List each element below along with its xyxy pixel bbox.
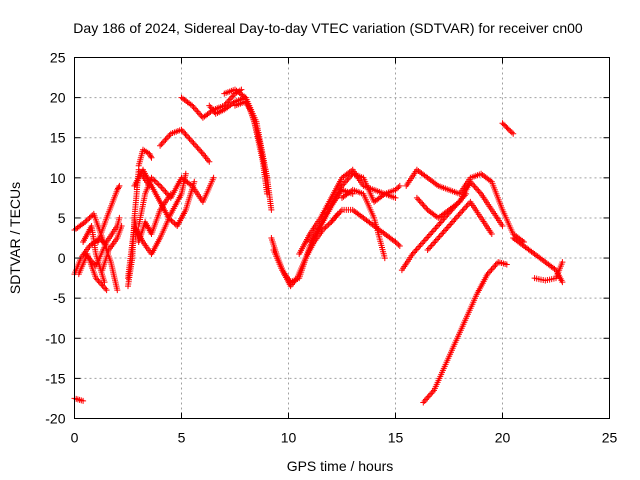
x-axis-label: GPS time / hours xyxy=(287,458,394,474)
plus-markers xyxy=(99,223,125,274)
plus-markers xyxy=(424,198,495,253)
plus-markers xyxy=(339,186,388,262)
data-points xyxy=(71,86,566,406)
series-arc-32 xyxy=(510,235,566,286)
y-axis-label: SDTVAR / TECUs xyxy=(7,182,23,294)
tick-labels: 0 5 10 15 20 25 -20 -15 -10 -5 0 5 10 15 20 25 xyxy=(45,50,617,446)
y-tick-label: -20 xyxy=(45,411,65,427)
grid-lines xyxy=(74,57,610,419)
plus-markers xyxy=(206,94,275,213)
series-arc-19 xyxy=(232,98,271,181)
plot-frame xyxy=(74,57,610,419)
plus-markers xyxy=(413,178,506,229)
x-tick-label: 5 xyxy=(178,430,186,446)
y-tick-label: 0 xyxy=(58,250,66,266)
x-tick-label: 25 xyxy=(602,430,618,446)
x-tick-label: 20 xyxy=(495,430,511,446)
series-arc-20 xyxy=(268,210,341,290)
x-tick-label: 15 xyxy=(388,430,404,446)
series-arc-07 xyxy=(95,182,123,245)
plus-markers xyxy=(531,259,566,284)
axis-ticks xyxy=(74,57,610,419)
plus-markers xyxy=(157,126,213,165)
series-arc-01 xyxy=(71,395,87,404)
plus-markers xyxy=(131,190,174,245)
plus-markers xyxy=(306,170,399,245)
series-arc-24 xyxy=(328,206,403,249)
y-tick-label: 20 xyxy=(50,90,66,106)
y-tick-label: 25 xyxy=(50,50,66,66)
y-tick-label: 10 xyxy=(50,170,66,186)
plus-markers xyxy=(135,146,155,169)
series-arc-29 xyxy=(424,198,495,253)
chart-title: Day 186 of 2024, Sidereal Day-to-day VTE… xyxy=(73,20,583,36)
series-arc-33 xyxy=(531,259,566,284)
series-arc-28 xyxy=(413,178,506,229)
series-arc-31 xyxy=(499,120,517,137)
series-arc-25 xyxy=(339,186,388,262)
series-arc-15 xyxy=(157,126,213,165)
series-arc-14 xyxy=(135,146,155,169)
y-tick-label: -5 xyxy=(53,290,66,306)
series-arc-13 xyxy=(131,190,174,245)
series-arc-08 xyxy=(99,223,125,274)
series-arc-17 xyxy=(206,94,275,213)
y-tick-label: 15 xyxy=(50,130,66,146)
plus-markers xyxy=(499,120,517,137)
y-tick-label: 5 xyxy=(58,210,66,226)
y-tick-label: -15 xyxy=(45,370,65,386)
plus-markers xyxy=(95,182,123,245)
plus-markers xyxy=(71,395,87,404)
x-tick-label: 0 xyxy=(71,430,79,446)
plus-markers xyxy=(82,214,123,270)
series-arc-23 xyxy=(306,170,399,245)
plus-markers xyxy=(268,210,341,290)
plus-markers xyxy=(420,259,510,406)
series-arc-06 xyxy=(82,214,123,270)
x-tick-label: 10 xyxy=(281,430,297,446)
y-tick-label: -10 xyxy=(45,330,65,346)
plus-markers xyxy=(510,235,566,286)
series-arc-30 xyxy=(420,259,510,406)
plus-markers xyxy=(232,98,271,181)
plus-markers xyxy=(328,206,403,249)
